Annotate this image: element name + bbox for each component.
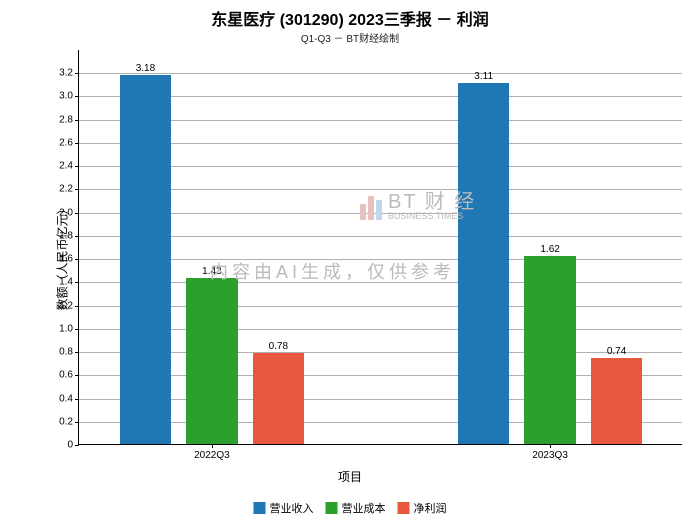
chart-subtitle: Q1-Q3 － BT财经绘制 — [0, 30, 700, 45]
bar — [253, 353, 304, 444]
bar — [186, 278, 237, 444]
legend-item: 净利润 — [398, 500, 447, 516]
bar-value-label: 0.78 — [269, 341, 288, 354]
legend-swatch — [254, 502, 266, 514]
legend-label: 净利润 — [414, 500, 447, 516]
bar-value-label: 1.62 — [540, 244, 559, 257]
legend-label: 营业成本 — [342, 500, 386, 516]
x-axis-label: 项目 — [0, 468, 700, 485]
legend-label: 营业收入 — [270, 500, 314, 516]
ytick-label: 2.0 — [59, 207, 79, 218]
legend-swatch — [398, 502, 410, 514]
ytick-label: 1.2 — [59, 300, 79, 311]
watermark-bars-icon — [360, 194, 382, 220]
ytick-label: 3.2 — [59, 68, 79, 79]
xtick-label: 2023Q3 — [532, 444, 568, 461]
bar-value-label: 0.74 — [607, 346, 626, 359]
chart-container: 东星医疗 (301290) 2023三季报 － 利润 Q1-Q3 － BT财经绘… — [0, 0, 700, 524]
ytick-label: 1.8 — [59, 230, 79, 241]
ytick-label: 2.6 — [59, 137, 79, 148]
ytick-label: 2.4 — [59, 161, 79, 172]
ytick-label: 3.0 — [59, 91, 79, 102]
watermark-caption: 内容由AI生成，仅供参考 — [210, 258, 455, 284]
xtick-label: 2022Q3 — [194, 444, 230, 461]
bar — [458, 83, 509, 444]
plot-area: 00.20.40.60.81.01.21.41.61.82.02.22.42.6… — [78, 50, 682, 445]
chart-title: 东星医疗 (301290) 2023三季报 － 利润 — [0, 6, 700, 30]
watermark-logo: BT 财 经 BUSINESS TIMES — [360, 192, 476, 221]
ytick-label: 2.2 — [59, 184, 79, 195]
legend: 营业收入 营业成本 净利润 — [254, 500, 447, 516]
ytick-label: 1.6 — [59, 254, 79, 265]
ytick-label: 0 — [67, 440, 79, 451]
legend-item: 营业收入 — [254, 500, 314, 516]
ytick-label: 1.4 — [59, 277, 79, 288]
bar — [524, 256, 575, 444]
ytick-label: 0.4 — [59, 393, 79, 404]
legend-item: 营业成本 — [326, 500, 386, 516]
bar — [591, 358, 642, 444]
ytick-label: 0.2 — [59, 416, 79, 427]
legend-swatch — [326, 502, 338, 514]
watermark-logo-cn: BT 财 经 — [388, 192, 476, 212]
ytick-label: 1.0 — [59, 323, 79, 334]
bar — [120, 75, 171, 444]
ytick-label: 0.6 — [59, 370, 79, 381]
bar-value-label: 3.18 — [136, 63, 155, 76]
bar-value-label: 3.11 — [474, 71, 493, 84]
watermark-logo-en: BUSINESS TIMES — [388, 212, 476, 221]
ytick-label: 2.8 — [59, 114, 79, 125]
ytick-label: 0.8 — [59, 347, 79, 358]
